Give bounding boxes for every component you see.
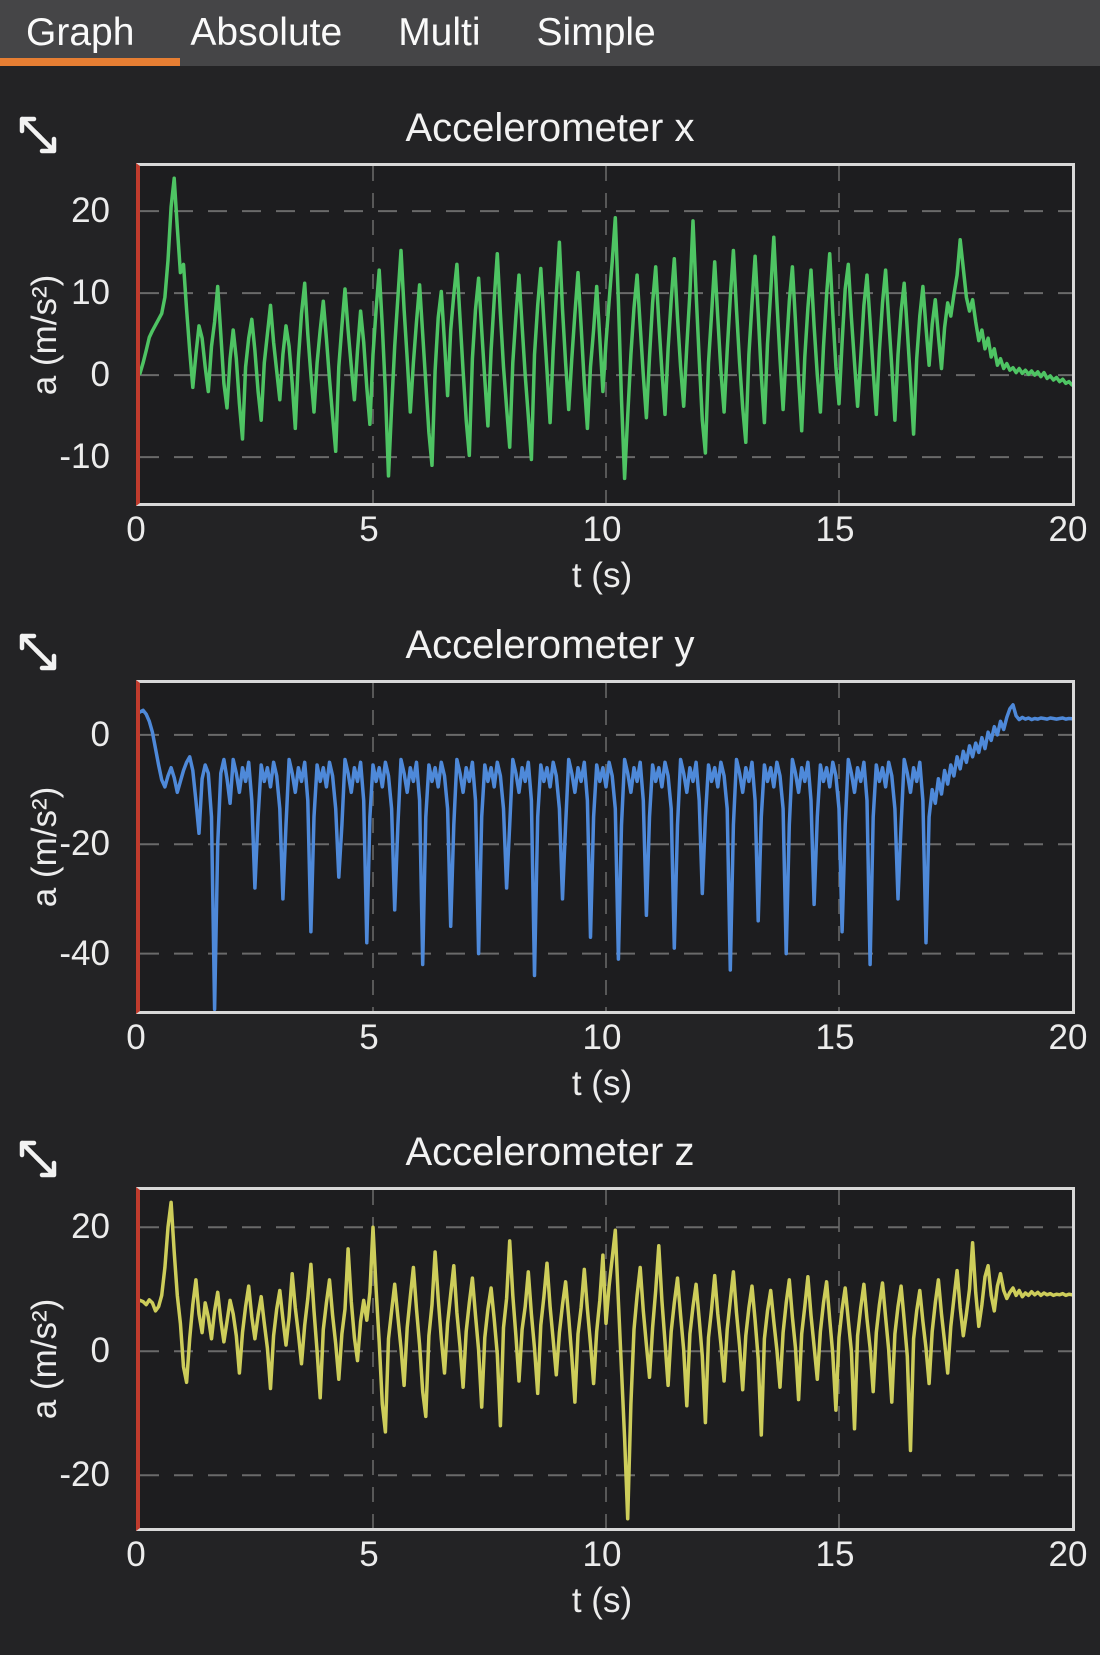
y-axis-label: a (m/s²) xyxy=(25,274,64,395)
chart-title: Accelerometer x xyxy=(405,106,695,150)
x-tick-label: 0 xyxy=(126,1018,146,1057)
x-axis-label: t (s) xyxy=(571,556,633,595)
chart-accelerometer-z: Accelerometer z a (m/s²) 20 0 -20 0 5 10 15 20… xyxy=(0,1124,1100,1625)
x-tick-label: 15 xyxy=(815,1018,855,1057)
x-tick-label: 10 xyxy=(582,1535,622,1574)
active-tab-indicator xyxy=(0,58,180,66)
plot-row: a (m/s²) 0 -20 -40 xyxy=(0,680,1100,1014)
y-axis-gutter: a (m/s²) 0 -20 -40 xyxy=(0,680,122,1014)
y-tick-label: -40 xyxy=(59,933,110,973)
x-axis-label: t (s) xyxy=(571,1064,633,1103)
tab-bar: Graph Absolute Multi Simple xyxy=(0,0,1100,66)
x-tick-label: 10 xyxy=(582,510,622,549)
plot-area[interactable] xyxy=(136,680,1075,1014)
y-tick-label: 0 xyxy=(90,1331,110,1371)
tab-simple[interactable]: Simple xyxy=(536,11,656,54)
expand-arrows-icon[interactable] xyxy=(12,1130,62,1186)
x-tick-row: 0 5 10 15 20 xyxy=(126,1014,1087,1060)
y-tick-label: 20 xyxy=(71,1207,110,1247)
expand-arrows-icon[interactable] xyxy=(12,106,62,162)
x-axis-label: t (s) xyxy=(571,1581,633,1620)
expand-arrows-icon[interactable] xyxy=(12,623,62,679)
x-tick-label: 10 xyxy=(582,1018,622,1057)
y-tick-label: -20 xyxy=(59,1455,110,1495)
plot-row: a (m/s²) 20 10 0 -10 xyxy=(0,163,1100,506)
tab-multi[interactable]: Multi xyxy=(398,11,481,54)
waveform-svg xyxy=(140,1190,1072,1528)
chart-title: Accelerometer y xyxy=(405,623,695,667)
y-tick-label: -10 xyxy=(59,437,110,477)
x-tick-label: 5 xyxy=(359,1018,379,1057)
x-tick-label: 5 xyxy=(359,1535,379,1574)
x-tick-label: 15 xyxy=(815,510,855,549)
tab-absolute[interactable]: Absolute xyxy=(190,11,343,54)
y-tick-label: 0 xyxy=(90,355,110,395)
chart-accelerometer-y: Accelerometer y a (m/s²) 0 -20 -40 0 5 10 15 2… xyxy=(0,617,1100,1108)
y-tick-label: 10 xyxy=(71,273,110,313)
x-tick-label: 20 xyxy=(1048,510,1088,549)
x-tick-label: 0 xyxy=(126,510,146,549)
y-tick-label: 0 xyxy=(90,714,110,754)
y-axis-gutter: a (m/s²) 20 0 -20 xyxy=(0,1187,122,1531)
tab-graph[interactable]: Graph xyxy=(26,11,135,54)
x-tick-label: 20 xyxy=(1048,1018,1088,1057)
y-axis-label: a (m/s²) xyxy=(25,1298,64,1420)
waveform-svg xyxy=(140,166,1072,503)
chart-accelerometer-x: Accelerometer x a (m/s²) 20 10 0 -10 0 5 10 15… xyxy=(0,100,1100,600)
x-tick-label: 15 xyxy=(815,1535,855,1574)
x-tick-row: 0 5 10 15 20 xyxy=(126,1531,1087,1577)
plot-area[interactable] xyxy=(136,163,1075,506)
y-tick-label: 20 xyxy=(71,191,110,231)
plot-area[interactable] xyxy=(136,1187,1075,1531)
y-tick-label: -20 xyxy=(59,824,110,864)
plot-row: a (m/s²) 20 0 -20 xyxy=(0,1187,1100,1531)
chart-title-row: Accelerometer z xyxy=(0,1124,1100,1180)
chart-title: Accelerometer z xyxy=(405,1130,695,1174)
waveform-svg xyxy=(140,683,1072,1011)
x-tick-row: 0 5 10 15 20 xyxy=(126,506,1087,552)
x-tick-label: 0 xyxy=(126,1535,146,1574)
chart-title-row: Accelerometer x xyxy=(0,100,1100,156)
x-tick-label: 20 xyxy=(1048,1535,1088,1574)
chart-title-row: Accelerometer y xyxy=(0,617,1100,673)
x-tick-label: 5 xyxy=(359,510,379,549)
y-axis-gutter: a (m/s²) 20 10 0 -10 xyxy=(0,163,122,506)
